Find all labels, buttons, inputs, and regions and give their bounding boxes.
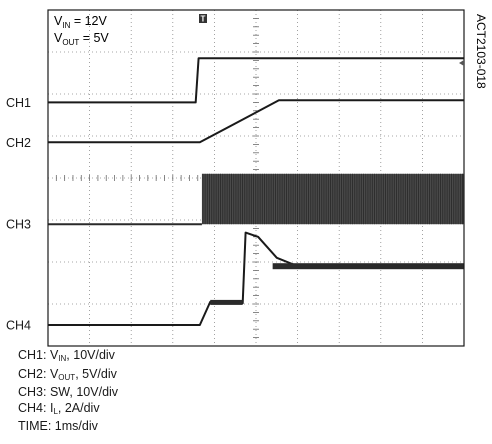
time-scale-legend: TIME: 1ms/div xyxy=(18,419,98,434)
plot-frame xyxy=(47,9,465,347)
svg-text:T: T xyxy=(201,15,206,24)
ch4-ripple-band xyxy=(210,299,243,305)
ch1-trace xyxy=(48,57,464,104)
ch2-trace xyxy=(48,99,464,144)
ch3-label: CH3 xyxy=(6,218,31,232)
ch1-label: CH1 xyxy=(6,96,31,110)
ch1-ground-arrow xyxy=(459,60,464,66)
scope-traces xyxy=(48,57,465,326)
ch4-label: CH4 xyxy=(6,319,31,333)
vout-condition: VOUT = 5V xyxy=(54,31,109,47)
ch4-ripple-band xyxy=(272,263,464,270)
device-id: ACT2103-018 xyxy=(474,14,488,89)
chart-legend: CH1: VIN, 10V/div CH2: VOUT, 5V/div CH3: S… xyxy=(18,348,118,435)
vin-condition: VIN = 12V xyxy=(54,14,107,30)
ch2-legend-entry: CH2: VOUT, 5V/div xyxy=(18,366,117,382)
ch2-label: CH2 xyxy=(6,136,31,150)
channel-labels: CH1 CH2 CH3 CH4 xyxy=(6,96,31,333)
ch1-legend-entry: CH1: VIN, 10V/div xyxy=(18,348,115,363)
trigger-marker: T xyxy=(199,14,207,24)
ch3-legend-entry: CH3: SW, 10V/div xyxy=(18,385,119,400)
ch4-legend-entry: CH4: IL, 2A/div xyxy=(18,400,100,416)
